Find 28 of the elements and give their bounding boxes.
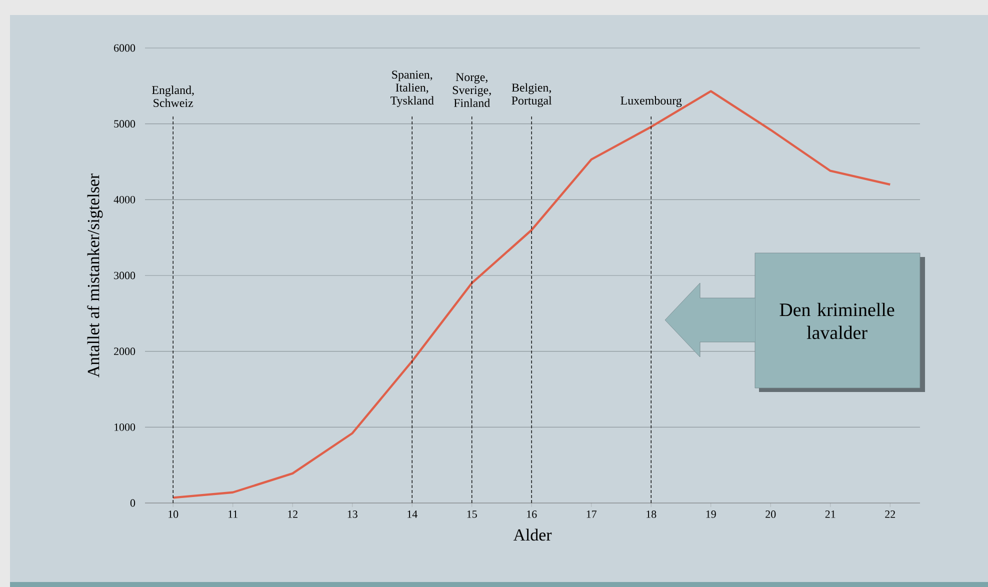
y-tick-label: 4000 <box>114 196 136 204</box>
ref-line-label: Luxembourg <box>620 96 682 108</box>
x-tick-label: 10 <box>168 510 178 518</box>
ref-line-label: Norge, Sverige, Finland <box>452 73 491 108</box>
ref-line-label: Spanien, Italien, Tyskland <box>390 70 434 108</box>
y-tick-label: 5000 <box>114 120 136 128</box>
x-tick-label: 12 <box>288 510 298 518</box>
x-tick-label: 17 <box>586 510 597 518</box>
annotation: Den kriminelle lavalder <box>780 302 894 340</box>
y-tick-label: 1000 <box>114 423 136 431</box>
y-tick-label: 6000 <box>114 44 136 52</box>
x-tick-label: 21 <box>825 510 836 518</box>
y-tick-label: 2000 <box>114 348 136 356</box>
x-tick-label: 13 <box>348 510 358 518</box>
x-tick-label: 11 <box>228 510 238 518</box>
x-axis-title: Alder <box>513 528 552 541</box>
x-tick-label: 22 <box>885 510 896 518</box>
x-tick-label: 19 <box>706 510 716 518</box>
x-tick-label: 18 <box>646 510 656 518</box>
x-tick-label: 20 <box>766 510 776 518</box>
y-tick-label: 3000 <box>114 272 136 280</box>
y-tick-label: 0 <box>130 499 136 507</box>
ref-line-label: England, Schweiz <box>152 86 194 108</box>
ref-line-label: Belgien, Portugal <box>512 83 552 108</box>
x-tick-label: 15 <box>467 510 477 518</box>
x-tick-label: 16 <box>527 510 537 518</box>
x-tick-label: 14 <box>408 510 418 518</box>
y-axis-title: Antallet af mistanker/sigtelser <box>87 174 103 378</box>
